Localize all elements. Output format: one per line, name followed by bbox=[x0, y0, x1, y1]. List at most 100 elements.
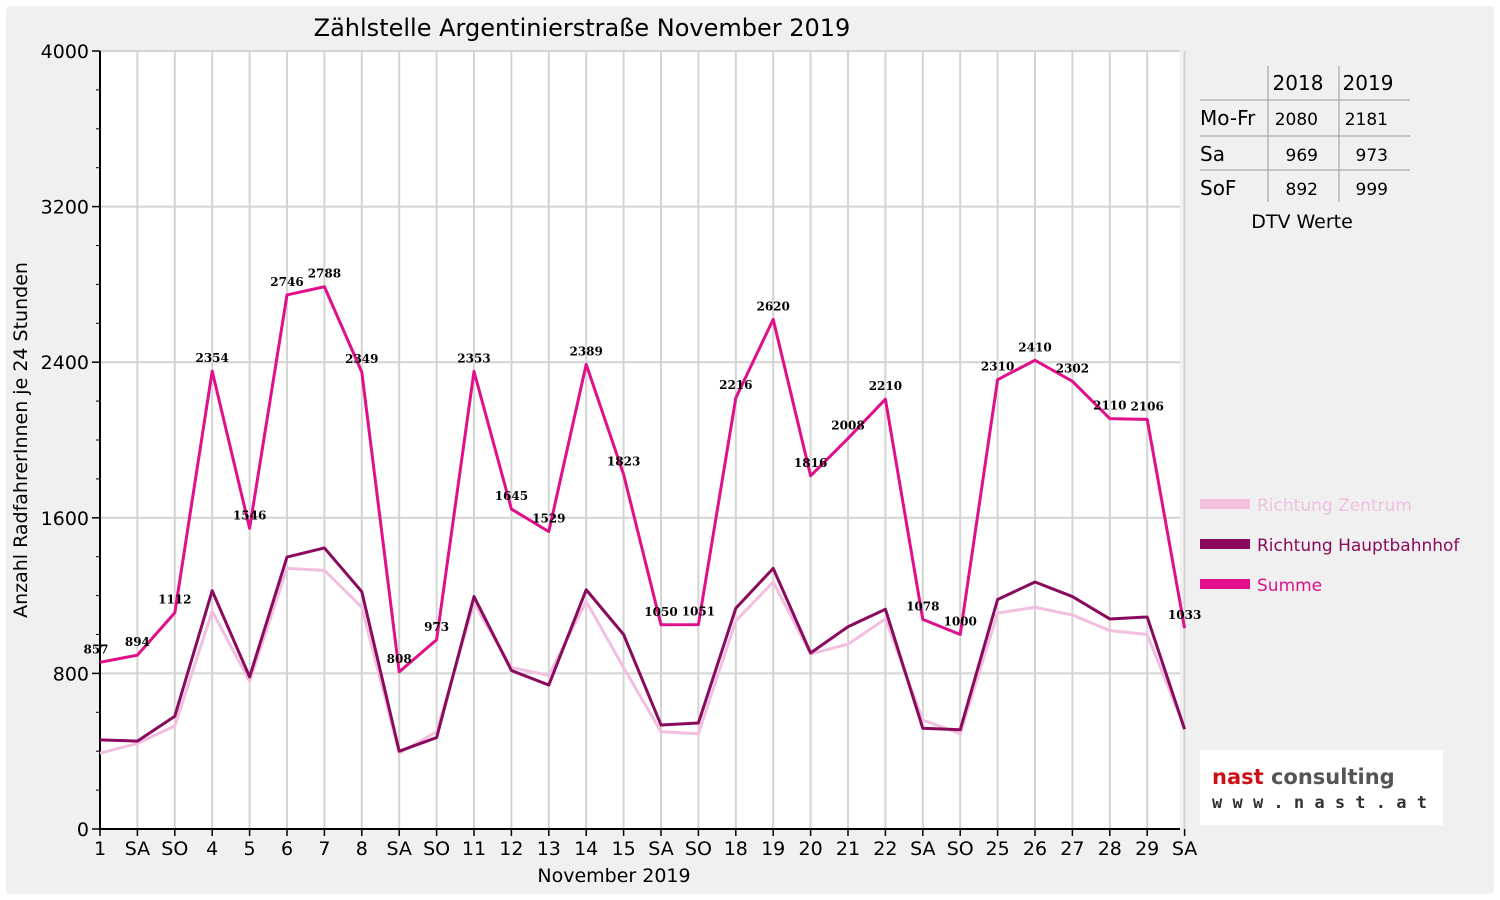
legend: Richtung Zentrum Richtung Hauptbahnhof Sum… bbox=[1200, 496, 1460, 596]
data-labels: 857 894 1112 2354 1546 2746 2788 2349 808 973 2353… bbox=[83, 267, 1201, 666]
x-tick-label: 22 bbox=[873, 838, 897, 860]
data-label: 2210 bbox=[869, 379, 902, 393]
table-row-label: SoF bbox=[1200, 176, 1236, 200]
data-label: 1529 bbox=[532, 512, 565, 526]
table-header: 2019 bbox=[1343, 71, 1394, 95]
x-tick-label: 1 bbox=[94, 838, 106, 860]
x-tick-label: 4 bbox=[206, 838, 218, 860]
x-tick-label: 14 bbox=[574, 838, 598, 860]
data-label: 2788 bbox=[308, 267, 341, 281]
x-tick-label: 26 bbox=[1023, 838, 1047, 860]
logo: nast consulting w w w . n a s t . a t bbox=[1200, 750, 1443, 825]
x-tick-label: SO bbox=[685, 838, 712, 860]
data-label: 973 bbox=[424, 620, 449, 634]
x-tick-label: 5 bbox=[244, 838, 256, 860]
legend-swatch bbox=[1200, 579, 1250, 589]
dtv-table: 2018 2019 Mo-Fr 2080 2181 Sa 969 973 SoF 892 999DT… bbox=[1200, 66, 1410, 233]
x-tick-label: 12 bbox=[499, 838, 523, 860]
table-caption: DTV Werte bbox=[1251, 211, 1353, 233]
x-tick-label: 20 bbox=[799, 838, 823, 860]
y-tick-label: 0 bbox=[77, 819, 89, 841]
data-label: 1000 bbox=[943, 615, 976, 629]
logo-name-first: nast bbox=[1212, 765, 1271, 789]
logo-box bbox=[1200, 750, 1443, 825]
data-label: 894 bbox=[125, 635, 150, 649]
x-tick-label: 8 bbox=[356, 838, 368, 860]
table-cell: 2080 bbox=[1275, 110, 1318, 130]
logo-name: nast consulting bbox=[1212, 765, 1395, 789]
data-label: 2302 bbox=[1056, 361, 1089, 375]
chart-title: Zählstelle Argentinierstraße November 20… bbox=[314, 14, 851, 42]
data-label: 2106 bbox=[1130, 399, 1163, 413]
data-label: 2008 bbox=[831, 418, 864, 432]
data-label: 1033 bbox=[1168, 608, 1201, 622]
x-tick-label: 19 bbox=[761, 838, 785, 860]
x-tick-label: 6 bbox=[281, 838, 293, 860]
x-tick-label: 29 bbox=[1135, 838, 1159, 860]
legend-label: Richtung Hauptbahnhof bbox=[1257, 536, 1460, 556]
logo-name-second: consulting bbox=[1271, 765, 1395, 789]
x-tick-label: SA bbox=[125, 838, 150, 860]
data-label: 1050 bbox=[644, 605, 677, 619]
data-label: 2746 bbox=[270, 275, 303, 289]
x-tick-label: 25 bbox=[986, 838, 1010, 860]
data-label: 2620 bbox=[756, 299, 789, 313]
data-label: 2216 bbox=[719, 378, 752, 392]
y-axis: 0 800 1600 2400 3200 4000 bbox=[41, 41, 100, 841]
series-line bbox=[99, 566, 1186, 755]
x-tick-label: 7 bbox=[318, 838, 330, 860]
data-label: 1078 bbox=[906, 599, 939, 613]
series-line bbox=[99, 546, 1187, 753]
series-richtung-zentrum bbox=[99, 566, 1186, 755]
data-label: 2389 bbox=[569, 344, 602, 358]
data-label: 2310 bbox=[981, 360, 1014, 374]
logo-url: w w w . n a s t . a t bbox=[1212, 793, 1427, 813]
x-tick-label: SA bbox=[648, 838, 673, 860]
y-tick-label: 2400 bbox=[41, 352, 89, 374]
x-tick-label: 13 bbox=[537, 838, 561, 860]
series-richtung-hauptbahnhof bbox=[99, 546, 1187, 753]
table-row-label: Mo-Fr bbox=[1200, 106, 1256, 130]
data-label: 2349 bbox=[345, 352, 378, 366]
x-axis-label: November 2019 bbox=[537, 865, 690, 887]
table-cell: 2181 bbox=[1345, 110, 1388, 130]
data-label: 808 bbox=[387, 652, 412, 666]
x-tick-label: 11 bbox=[462, 838, 486, 860]
legend-label: Summe bbox=[1257, 576, 1322, 596]
x-tick-label: SO bbox=[423, 838, 450, 860]
data-label: 1546 bbox=[233, 508, 266, 522]
x-tick-label: SA bbox=[910, 838, 935, 860]
x-tick-label: 21 bbox=[836, 838, 860, 860]
x-axis: 1 SA SO 4 5 6 7 8 SA SO 11 12 13 14 15 SA SO 18 19 20 21 22 SA… bbox=[94, 829, 1197, 860]
grid bbox=[99, 50, 1186, 830]
data-label: 2353 bbox=[457, 351, 490, 365]
y-tick-label: 3200 bbox=[41, 197, 89, 219]
x-tick-label: SO bbox=[947, 838, 974, 860]
y-axis-label: Anzahl RadfahrerInnen je 24 Stunden bbox=[10, 262, 32, 618]
y-tick-label: 800 bbox=[53, 663, 89, 685]
data-label: 857 bbox=[83, 642, 108, 656]
x-tick-label: 28 bbox=[1098, 838, 1122, 860]
x-tick-label: 27 bbox=[1060, 838, 1084, 860]
table-cell: 969 bbox=[1286, 146, 1318, 166]
table-cell: 973 bbox=[1356, 146, 1388, 166]
data-label: 1816 bbox=[794, 456, 827, 470]
legend-swatch bbox=[1200, 539, 1250, 549]
table-cell: 999 bbox=[1356, 180, 1388, 200]
series-summe bbox=[99, 285, 1187, 674]
data-label: 1823 bbox=[607, 454, 640, 468]
data-label: 1051 bbox=[682, 605, 715, 619]
x-tick-label: 15 bbox=[612, 838, 636, 860]
legend-swatch bbox=[1200, 499, 1250, 509]
table-row-label: Sa bbox=[1200, 142, 1225, 166]
data-label: 1112 bbox=[158, 593, 191, 607]
plot-area bbox=[100, 51, 1180, 829]
y-tick-label: 1600 bbox=[41, 508, 89, 530]
x-tick-label: SO bbox=[161, 838, 188, 860]
data-label: 2110 bbox=[1093, 399, 1126, 413]
table-cell: 892 bbox=[1286, 180, 1318, 200]
x-tick-label: SA bbox=[386, 838, 411, 860]
legend-label: Richtung Zentrum bbox=[1257, 496, 1412, 516]
y-tick-label: 4000 bbox=[41, 41, 89, 63]
